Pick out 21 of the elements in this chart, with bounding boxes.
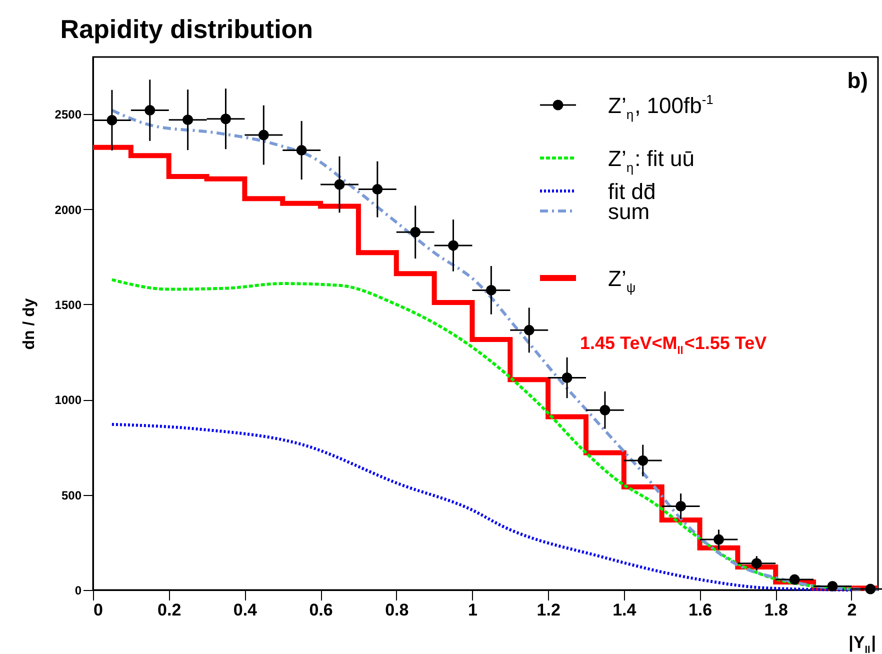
y-tick-label: 1000 xyxy=(54,393,82,408)
y-tick-label: 2500 xyxy=(54,108,82,122)
x-tick-label: 0.2 xyxy=(158,600,182,620)
line-series xyxy=(110,422,853,592)
y-axis-title: dn / dy xyxy=(20,298,38,350)
x-tick-label: 1.6 xyxy=(688,600,712,620)
x-tick-label: 0.8 xyxy=(385,600,409,620)
x-tick-label: 0.4 xyxy=(233,600,258,620)
x-tick-label: 1.2 xyxy=(536,600,560,620)
annotation: b) xyxy=(847,68,868,93)
y-tick-label: 1500 xyxy=(54,298,82,312)
x-tick-label: 1.4 xyxy=(612,600,637,620)
x-tick-label: 2 xyxy=(847,600,857,620)
x-tick-label: 1.8 xyxy=(764,600,788,620)
y-tick-label: 500 xyxy=(61,488,82,502)
x-tick-label: 0.6 xyxy=(309,600,333,620)
y-tick-label: 2000 xyxy=(54,202,82,217)
x-tick-label: 0 xyxy=(94,600,103,620)
y-tick-label: 0 xyxy=(74,584,82,598)
chart-title: Rapidity distribution xyxy=(60,14,314,44)
x-tick-label: 1 xyxy=(468,600,478,620)
